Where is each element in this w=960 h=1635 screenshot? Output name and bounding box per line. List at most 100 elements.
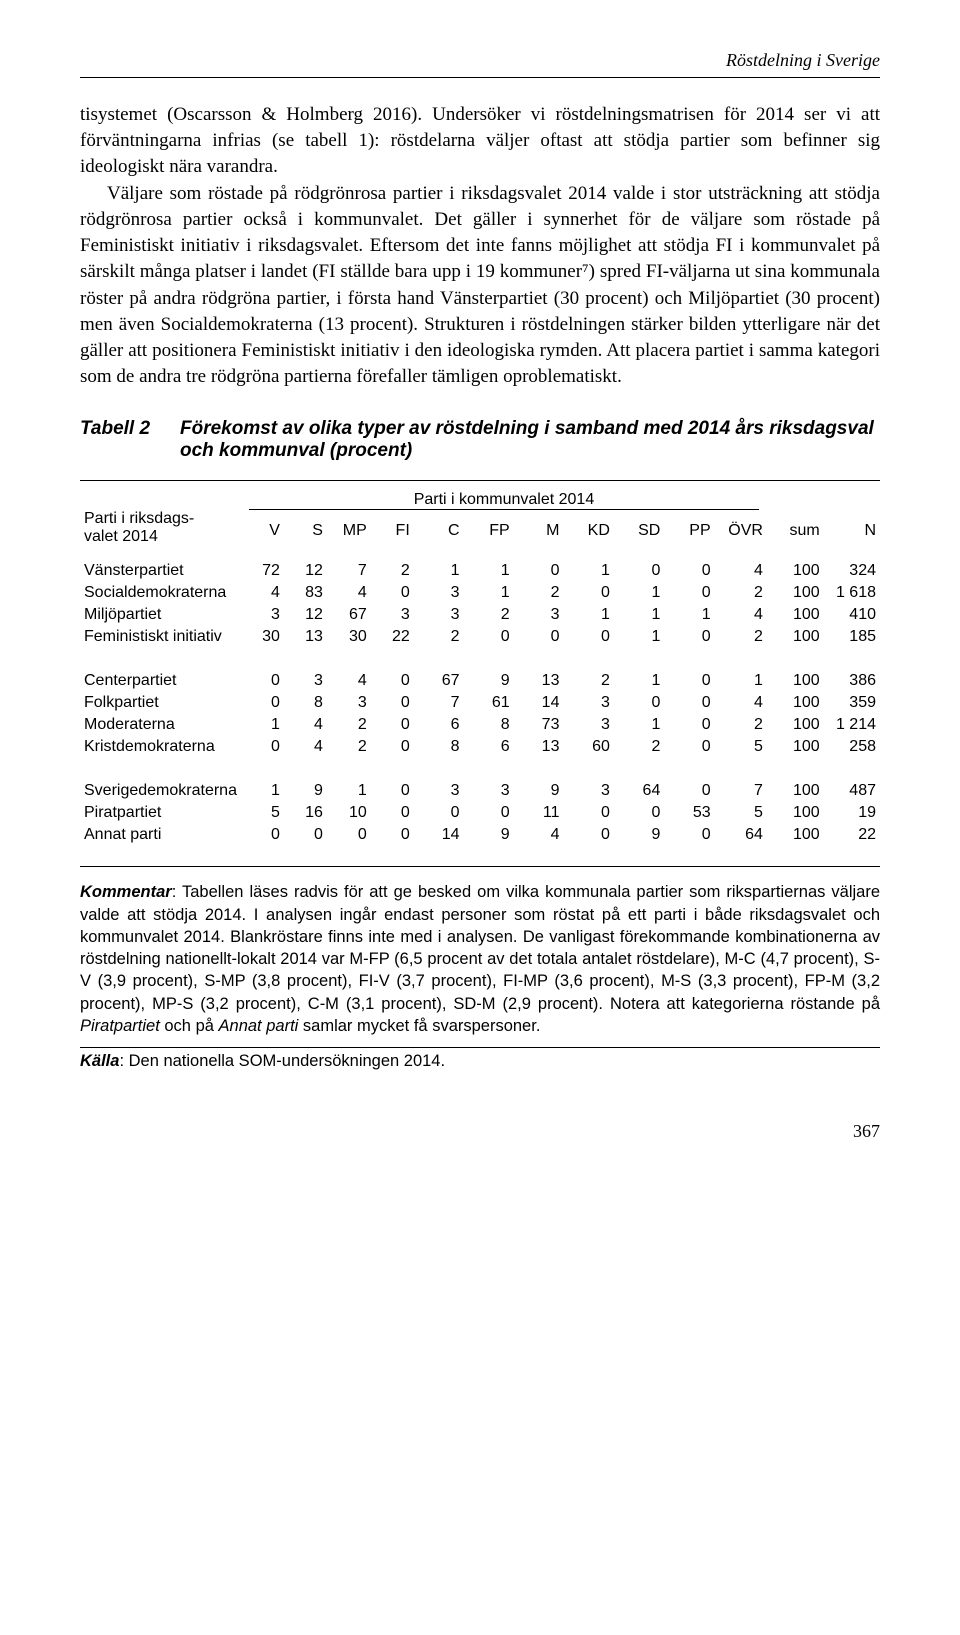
cell: 3 [414,582,464,604]
cell: 487 [824,768,880,802]
row-label: Sverigedemokraterna [80,768,241,802]
table-row: Vänsterpartiet7212721101004100324 [80,548,880,582]
cell: 0 [414,802,464,824]
row-header-title: Parti i riksdags- valet 2014 [80,481,241,548]
table-row: Socialdemokraterna4834031201021001 618 [80,582,880,604]
cell: 16 [284,802,327,824]
cell: 3 [464,768,514,802]
table-source: Källa: Den nationella SOM-undersökningen… [80,1052,880,1071]
cell: 100 [767,736,824,768]
cell: 4 [241,582,284,604]
cell: 11 [514,802,564,824]
col-header: KD [563,514,613,548]
cell: 0 [371,582,414,604]
cell: 2 [715,626,767,658]
cell: 0 [241,692,284,714]
row-label: Vänsterpartiet [80,548,241,582]
cell: 1 [614,604,664,626]
cell: 2 [327,736,371,768]
cell: 0 [563,626,613,658]
cell: 1 [414,548,464,582]
cell: 2 [715,714,767,736]
cell: 100 [767,824,824,856]
data-table: Parti i riksdags- valet 2014 Parti i kom… [80,481,880,856]
cell: 324 [824,548,880,582]
cell: 0 [664,582,714,604]
table-row: Miljöpartiet3126733231114100410 [80,604,880,626]
cell: 0 [614,548,664,582]
cell: 1 [241,768,284,802]
row-label: Piratpartiet [80,802,241,824]
col-header: C [414,514,464,548]
cell: 4 [284,714,327,736]
cell: 5 [715,736,767,768]
cell: 0 [664,692,714,714]
cell: 1 [563,604,613,626]
table-title: Förekomst av olika typer av röstdelning … [180,418,880,462]
cell: 0 [371,736,414,768]
row-label: Miljöpartiet [80,604,241,626]
cell: 8 [414,736,464,768]
cell: 2 [327,714,371,736]
cell: 2 [514,582,564,604]
cell: 83 [284,582,327,604]
comment-rule [80,1047,880,1048]
col-header: FI [371,514,414,548]
cell: 0 [563,582,613,604]
cell: 3 [327,692,371,714]
cell: 100 [767,604,824,626]
cell: 2 [715,582,767,604]
cell: 9 [514,768,564,802]
cell: 1 [614,714,664,736]
cell: 67 [414,658,464,692]
cell: 72 [241,548,284,582]
row-label: Annat parti [80,824,241,856]
row-label: Socialdemokraterna [80,582,241,604]
cell: 1 [464,548,514,582]
cell: 3 [414,604,464,626]
cell: 2 [371,548,414,582]
cell: 53 [664,802,714,824]
cell: 0 [371,692,414,714]
cell: 14 [414,824,464,856]
row-header-l1: Parti i riksdags- [84,510,237,528]
cell: 4 [284,736,327,768]
cell: 0 [371,802,414,824]
table-row: Annat parti000014940906410022 [80,824,880,856]
cell: 100 [767,548,824,582]
cell: 100 [767,692,824,714]
cell: 9 [464,824,514,856]
col-header: ÖVR [715,514,767,548]
cell: 3 [414,768,464,802]
cell: 3 [563,714,613,736]
cell: 0 [664,824,714,856]
cell: 9 [464,658,514,692]
source-text: : Den nationella SOM-undersökningen 2014… [119,1052,445,1070]
cell: 60 [563,736,613,768]
cell: 4 [715,548,767,582]
col-header: N [824,514,880,548]
cell: 1 214 [824,714,880,736]
cell: 5 [241,802,284,824]
cell: 13 [284,626,327,658]
cell: 100 [767,658,824,692]
cell: 185 [824,626,880,658]
head-rule [80,77,880,78]
cell: 64 [614,768,664,802]
cell: 6 [414,714,464,736]
col-header: PP [664,514,714,548]
cell: 12 [284,548,327,582]
cell: 0 [371,658,414,692]
table-row: Piratpartiet51610000110053510019 [80,802,880,824]
cell: 73 [514,714,564,736]
cell: 7 [414,692,464,714]
cell: 100 [767,582,824,604]
cell: 64 [715,824,767,856]
cell: 2 [464,604,514,626]
cell: 3 [563,768,613,802]
col-header: S [284,514,327,548]
cell: 0 [371,714,414,736]
cell: 3 [284,658,327,692]
cell: 14 [514,692,564,714]
cell: 22 [824,824,880,856]
